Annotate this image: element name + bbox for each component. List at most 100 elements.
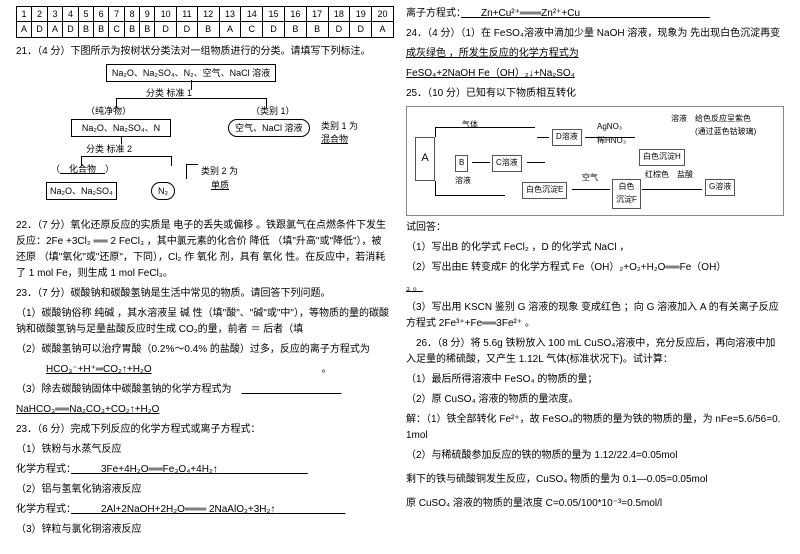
ans-letter: A: [219, 22, 241, 37]
ans-num: 7: [109, 7, 125, 22]
ans-letter: C: [109, 22, 125, 37]
ans-num: 13: [219, 7, 241, 22]
q22-eq1: HCO₃⁻+H⁺═CO₂↑+H₂O 。: [16, 362, 394, 378]
classification-diagram: Na₂O、Na₂SO₄、N₂、空气、NaCl 溶液 分类 标准 1 （纯净物） …: [16, 64, 394, 214]
ans-num: 8: [125, 7, 140, 22]
ans-num: 19: [350, 7, 372, 22]
q24eq: FeSO₄+2NaOH Fe（OH）₂↓+Na₂SO₄: [406, 66, 784, 82]
node-D: D溶液: [552, 129, 582, 146]
ans-letter: B: [79, 22, 94, 37]
label-pure: （纯净物）: [86, 104, 131, 118]
ans-letter: C: [241, 22, 263, 37]
q22-eq2: NaHCO₃══Na₂CO₃+CO₂↑+H₂O: [16, 402, 394, 418]
sol2: （2）与稀硫酸参加反应的铁的物质的量为 1.12/22.4=0.05mol: [406, 448, 784, 464]
ans-letter: D: [155, 22, 177, 37]
label-cat2v: 单质: [211, 178, 229, 192]
node-B: B: [455, 155, 468, 172]
label-agno3: AgNO₃: [597, 121, 622, 134]
node-F: 白色 沉淀F: [612, 179, 641, 209]
ans-letter: D: [32, 22, 48, 37]
ion-eq: 离子方程式： Zn+Cu²⁺═══Zn²⁺+Cu: [406, 6, 784, 22]
node-E: 白色沉淀E: [522, 182, 567, 199]
ans-letter: D: [350, 22, 372, 37]
q22-p2b: （2）碳酸氢钠可以治疗胃酸（0.2%～0.4% 的盐酸）过多，反应的离子方程式为: [16, 342, 394, 358]
q25c: （2）写出由E 转变成F 的化学方程式 Fe（OH）₂+O₂+H₂O══Fe（O…: [406, 260, 784, 276]
q23-a: （1）铁粉与水蒸气反应: [16, 442, 394, 458]
diagram-right-box: 空气、NaCl 溶液: [228, 119, 310, 137]
ans-letter: A: [48, 22, 63, 37]
q25b: （1）写出B 的化学式 FeCl₂ ，D 的化学式 NaCl ，: [406, 240, 784, 256]
sol1: 解：（1）铁全部转化 Fe²⁺，故 FeSO₄的物质的量为铁的物质的量，为 nF…: [406, 412, 784, 444]
ans-num: 20: [372, 7, 394, 22]
q23-al: 化学方程式： 3Fe+4H₂O══Fe₃O₄+4H₂↑: [16, 462, 394, 478]
ans-num: 14: [241, 7, 263, 22]
transform-diagram: A 气体 B 溶液 C溶液 D溶液 AgNO₃ 稀HNO₃ 白色沉淀H 溶液 给…: [406, 106, 784, 216]
q25: 25．（10 分）已知有以下物质相互转化: [406, 86, 784, 102]
q24: 24．（4 分）（1）在 FeSO₄溶液中滴加少量 NaOH 溶液，现象为 先出…: [406, 26, 784, 42]
q22-p2a: （1）碳酸钠俗称 纯碱 ，其水溶液呈 碱 性（填"酸"、"碱"或"中"），等物质…: [16, 306, 394, 338]
ans-letter: D: [177, 22, 198, 37]
diagram-b1: Na₂O、Na₂SO₄: [46, 182, 117, 200]
ans-num: 18: [328, 7, 350, 22]
ans-num: 17: [306, 7, 328, 22]
ans-letter: D: [263, 22, 285, 37]
ans-num: 12: [197, 7, 219, 22]
ans-num: 4: [63, 7, 79, 22]
ans-letter: D: [63, 22, 79, 37]
node-A: A: [415, 137, 435, 181]
sol4: 原 CuSO₄ 溶液的物质的量浓度 C=0.05/100*10⁻³=0.5mol…: [406, 496, 784, 512]
ans-num: 6: [94, 7, 109, 22]
ans-letter: A: [372, 22, 394, 37]
q22-p1: 22．（7 分）氧化还原反应的实质是 电子的丢失或偏移 。铁跟氯气在点燃条件下发…: [16, 218, 394, 282]
ans-num: 11: [177, 7, 198, 22]
ans-letter: A: [17, 22, 32, 37]
label-std2: 分类 标准 2: [86, 142, 132, 156]
q24b: 成灰绿色 ，所发生反应的化学方程式为: [406, 46, 784, 62]
diagram-b2: N₂: [151, 182, 175, 200]
q21-title: 21．（4 分）下图所示为按树状分类法对一组物质进行的分类。请填写下列标注。: [16, 44, 394, 60]
label-cat2: 类别 2 为: [201, 164, 238, 178]
ans-letter: B: [94, 22, 109, 37]
label-sol: 溶液: [455, 175, 471, 188]
node-whiteI: 白色沉淀H: [639, 149, 685, 166]
ans-letter: B: [306, 22, 328, 37]
ans-num: 10: [155, 7, 177, 22]
q22-p2: 23．（7 分）碳酸钠和碳酸氢钠是生活中常见的物质。请回答下列问题。: [16, 286, 394, 302]
ans-num: 16: [284, 7, 306, 22]
label-cat1: （类别 1）: [251, 104, 295, 118]
ans-num: 5: [79, 7, 94, 22]
q26: 26．（8 分）将 5.6g 铁粉放入 100 mL CuSO₄溶液中，充分反应…: [406, 336, 784, 368]
answer-table: 1234567891011121314151617181920 ADADBBCB…: [16, 6, 394, 38]
q25a: 试回答：: [406, 220, 784, 236]
q25d: ₃ 。: [406, 280, 784, 296]
label-redH: 红棕色 盐酸: [645, 169, 693, 182]
ans-letter: B: [197, 22, 219, 37]
ans-letter: B: [140, 22, 155, 37]
left-column: 1234567891011121314151617181920 ADADBBCB…: [10, 6, 400, 548]
q23-c: （3）锌粒与氯化铜溶液反应: [16, 522, 394, 538]
label-comp: （ 化合物 ）: [51, 162, 114, 176]
ans-letter: B: [125, 22, 140, 37]
q23-title: 23．（6 分）完成下列反应的化学方程式或离子方程式：: [16, 422, 394, 438]
q23-bl: 化学方程式： 2Al+2NaOH+2H₂O═══ 2NaAlO₂+3H₂↑: [16, 502, 394, 518]
ans-letter: D: [328, 22, 350, 37]
ans-num: 9: [140, 7, 155, 22]
q25e: （3）写出用 KSCN 鉴别 G 溶液的现象 变成红色 ；向 G 溶液加入 A …: [406, 300, 784, 332]
right-column: 离子方程式： Zn+Cu²⁺═══Zn²⁺+Cu 24．（4 分）（1）在 Fe…: [400, 6, 790, 548]
ans-letter: B: [284, 22, 306, 37]
node-G: G溶液: [705, 179, 735, 196]
node-C: C溶液: [492, 155, 522, 172]
label-gas: 气体: [462, 119, 478, 132]
q26b: （2）原 CuSO₄ 溶液的物质的量浓度。: [406, 392, 784, 408]
ans-num: 3: [48, 7, 63, 22]
ans-num: 2: [32, 7, 48, 22]
diagram-mid-box: Na₂O、Na₂SO₄、N: [71, 119, 171, 137]
q22-p2c: （3）除去碳酸钠固体中碳酸氢钠的化学方程式为: [16, 382, 394, 398]
sol3: 剩下的铁与硫酸铜发生反应，CuSO₄ 物质的量为 0.1—0.05=0.05mo…: [406, 472, 784, 488]
q23-b: （2）铝与氢氧化钠溶液反应: [16, 482, 394, 498]
ans-num: 15: [263, 7, 285, 22]
label-blue: 溶液 给色反应呈紫色 (通过蓝色钴玻璃): [671, 113, 756, 139]
ans-num: 1: [17, 7, 32, 22]
q26a: （1）最后所得溶液中 FeSO₄ 的物质的量；: [406, 372, 784, 388]
label-cat1v2: 混合物: [321, 132, 348, 146]
